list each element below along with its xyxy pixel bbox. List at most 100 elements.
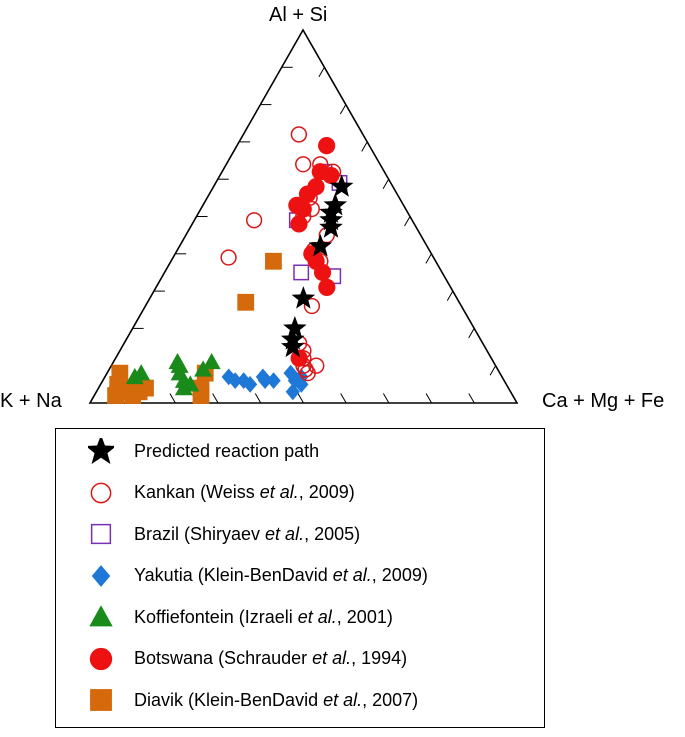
data-point bbox=[291, 286, 316, 309]
tick-mark bbox=[340, 393, 347, 404]
legend-etal: et al. bbox=[259, 482, 299, 502]
data-point bbox=[266, 372, 281, 390]
data-point bbox=[318, 278, 336, 296]
tick-mark bbox=[425, 393, 433, 404]
legend-series-name: Botswana bbox=[134, 648, 214, 668]
legend-marker-shape bbox=[89, 647, 113, 670]
data-point bbox=[236, 372, 251, 390]
legend-label: Kankan (Weiss et al., 2009) bbox=[134, 482, 355, 502]
axis-label-right: Ca + Mg + Fe bbox=[542, 390, 665, 412]
tick-mark bbox=[382, 178, 390, 189]
data-point bbox=[294, 200, 312, 218]
data-point bbox=[322, 166, 340, 185]
legend-marker-shape bbox=[91, 564, 111, 587]
legend-item: Koffiefontein (Izraeli et al., 2001) bbox=[56, 599, 393, 635]
data-point bbox=[308, 357, 325, 374]
axis-label-top: Al + Si bbox=[269, 4, 328, 26]
tick-mark bbox=[425, 253, 432, 264]
tick-mark bbox=[169, 393, 176, 404]
data-point bbox=[283, 316, 307, 339]
legend-item: Yakutia (Klein-BenDavid et al., 2009) bbox=[56, 558, 428, 594]
legend-marker bbox=[91, 564, 111, 587]
data-point bbox=[242, 375, 258, 393]
series-diavik bbox=[107, 252, 282, 404]
data-point bbox=[228, 372, 243, 390]
data-point bbox=[308, 233, 333, 257]
data-point bbox=[132, 364, 151, 381]
tick-mark bbox=[382, 393, 390, 404]
data-point bbox=[293, 264, 310, 281]
legend-etal: et al. bbox=[323, 689, 363, 710]
ternary-ticks bbox=[111, 66, 497, 404]
legend-marker bbox=[89, 605, 113, 627]
data-point bbox=[295, 156, 312, 173]
tick-mark bbox=[318, 67, 325, 78]
legend-marker-shape bbox=[88, 438, 114, 464]
legend-series-name: Diavik bbox=[134, 689, 184, 710]
legend-series-name: Brazil bbox=[134, 523, 180, 544]
legend-label: Botswana (Schrauder et al., 1994) bbox=[134, 648, 408, 668]
data-point bbox=[246, 212, 263, 229]
legend-item: Kankan (Weiss et al., 2009) bbox=[56, 475, 355, 511]
legend-marker bbox=[90, 689, 112, 711]
data-point bbox=[313, 263, 332, 282]
legend-marker-shape bbox=[89, 605, 113, 627]
data-point bbox=[287, 372, 303, 390]
legend-series-name: Kankan bbox=[134, 482, 196, 502]
legend-item: Botswana (Schrauder et al., 1994) bbox=[56, 641, 407, 677]
legend-series-name: Predicted reaction path bbox=[134, 440, 320, 461]
legend-series-name: Yakutia bbox=[134, 565, 193, 585]
series-yakutia bbox=[221, 364, 309, 401]
data-point bbox=[290, 215, 308, 233]
axis-label-left: K + Na bbox=[0, 390, 62, 412]
data-point bbox=[220, 249, 237, 266]
tick-mark bbox=[212, 393, 219, 404]
data-point bbox=[181, 375, 200, 392]
data-point bbox=[265, 252, 282, 270]
legend-label: Brazil (Shiryaev et al., 2005) bbox=[134, 523, 361, 544]
tick-mark bbox=[361, 141, 368, 152]
legend-marker-shape bbox=[90, 689, 112, 711]
legend-etal: et al. bbox=[297, 606, 337, 627]
legend-etal: et al. bbox=[312, 648, 352, 668]
legend-marker-shape bbox=[90, 523, 112, 545]
data-point bbox=[237, 293, 255, 311]
tick-mark bbox=[468, 328, 475, 339]
data-point bbox=[202, 352, 221, 370]
legend-marker bbox=[88, 438, 114, 464]
series-botswana bbox=[288, 137, 340, 367]
tick-mark bbox=[297, 393, 304, 404]
tick-mark bbox=[468, 393, 475, 404]
data-point bbox=[319, 215, 343, 238]
data-point bbox=[323, 192, 348, 216]
data-point bbox=[298, 185, 317, 203]
series-predicted-reaction-path bbox=[280, 174, 354, 358]
tick-mark bbox=[339, 104, 347, 115]
legend-label: Yakutia (Klein-BenDavid et al., 2009) bbox=[134, 565, 428, 585]
data-point bbox=[329, 174, 354, 197]
data-point bbox=[290, 126, 308, 143]
data-point bbox=[285, 383, 300, 401]
data-point bbox=[303, 297, 321, 315]
legend-marker-shape bbox=[90, 482, 112, 503]
data-point bbox=[257, 372, 273, 390]
legend-etal: et al. bbox=[332, 565, 372, 585]
tick-mark bbox=[446, 290, 454, 301]
series-koffiefontein bbox=[125, 352, 221, 396]
legend-item: Brazil (Shiryaev et al., 2005) bbox=[56, 516, 360, 552]
legend-series-name: Koffiefontein bbox=[134, 606, 234, 627]
legend-label: Predicted reaction path bbox=[134, 441, 319, 462]
legend-marker bbox=[90, 482, 112, 503]
data-point bbox=[107, 387, 125, 404]
legend-marker bbox=[89, 647, 113, 670]
legend-etal: et al. bbox=[265, 523, 305, 544]
tick-mark bbox=[404, 216, 411, 227]
legend-label: Diavik (Klein-BenDavid et al., 2007) bbox=[134, 689, 419, 710]
data-point bbox=[290, 349, 308, 367]
data-point bbox=[318, 137, 336, 155]
legend-item: Diavik (Klein-BenDavid et al., 2007) bbox=[56, 682, 418, 718]
legend-label: Koffiefontein (Izraeli et al., 2001) bbox=[134, 606, 393, 627]
data-point bbox=[280, 334, 305, 358]
legend: Predicted reaction path Kankan (Weiss et … bbox=[55, 428, 545, 728]
